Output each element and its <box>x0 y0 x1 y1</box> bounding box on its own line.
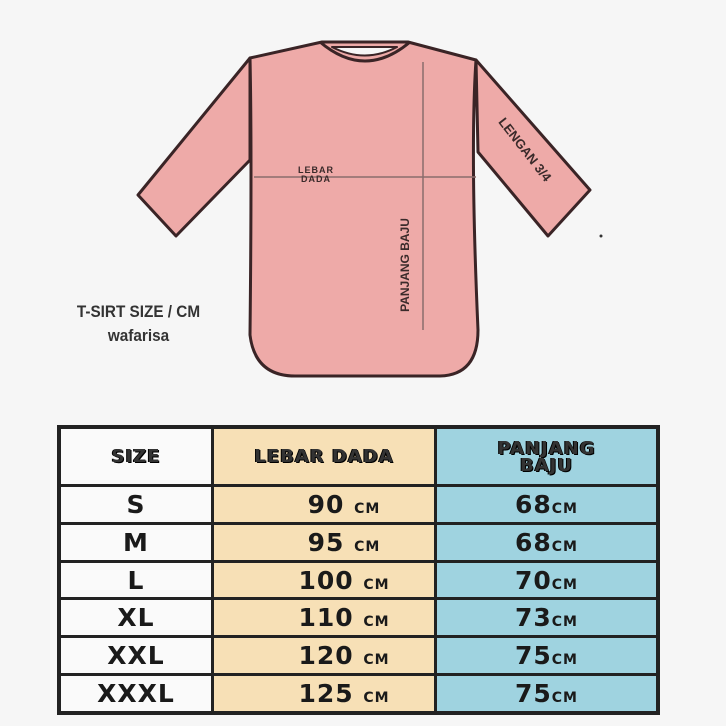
chest-label: LEBAR DADA <box>298 166 334 184</box>
length-value: 75 <box>514 679 552 709</box>
unit: CM <box>363 614 390 631</box>
length-value: 68 <box>514 489 552 519</box>
chest-label-line2: DADA <box>301 174 331 184</box>
length-value: 73 <box>514 603 552 633</box>
chest-cell: 90 CM <box>211 484 437 525</box>
length-cell: 68CM <box>434 484 660 525</box>
unit: CM <box>551 690 578 707</box>
size-cell: L <box>57 559 214 601</box>
chest-cell: 110 CM <box>211 597 437 639</box>
chest-value: 100 <box>298 565 354 595</box>
unit: CM <box>363 652 390 669</box>
length-value: 75 <box>514 641 552 671</box>
table-row: XXXL 125 CM 75CM <box>57 673 660 715</box>
unit: CM <box>354 500 381 517</box>
unit: CM <box>551 500 578 517</box>
table-row: L 100 CM 70CM <box>57 559 660 601</box>
table-header-row: SIZE LEBAR DADA PANJANG BAJU <box>57 425 660 487</box>
chest-cell: 95 CM <box>211 521 437 563</box>
size-cell: XXL <box>57 635 214 677</box>
unit: CM <box>551 614 578 631</box>
size-cell: M <box>57 521 214 563</box>
right-sleeve <box>474 58 592 238</box>
unit: CM <box>551 576 578 593</box>
table-row: M 95 CM 68CM <box>57 521 660 563</box>
header-chest: LEBAR DADA <box>211 425 437 487</box>
chest-value: 125 <box>298 679 354 709</box>
caption-title: T-SIRT SIZE / CM <box>76 302 201 321</box>
length-cell: 75CM <box>434 673 660 715</box>
size-cell: XL <box>57 597 214 639</box>
length-cell: 68CM <box>434 521 660 563</box>
shirt-body <box>248 40 480 378</box>
collar-inner <box>331 46 398 57</box>
caption-brand: wafarisa <box>107 326 170 345</box>
unit: CM <box>363 576 390 593</box>
chest-cell: 125 CM <box>211 673 437 715</box>
length-cell: 73CM <box>434 597 660 639</box>
chest-value: 95 <box>307 527 345 557</box>
length-cell: 70CM <box>434 559 660 601</box>
table-row: S 90 CM 68CM <box>57 484 660 525</box>
chest-cell: 120 CM <box>211 635 437 677</box>
table-row: XXL 120 CM 75CM <box>57 635 660 677</box>
chest-value: 110 <box>298 603 354 633</box>
chest-cell: 100 CM <box>211 559 437 601</box>
shirt-illustration <box>136 40 603 378</box>
chest-value: 90 <box>307 489 345 519</box>
length-label: PANJANG BAJU <box>398 218 412 312</box>
left-sleeve <box>136 56 252 238</box>
neckline <box>319 40 411 63</box>
header-size: SIZE <box>57 425 214 487</box>
length-value: 68 <box>514 527 552 557</box>
length-value: 70 <box>514 565 552 595</box>
unit: CM <box>551 538 578 555</box>
unit: CM <box>551 652 578 669</box>
table-row: XL 110 CM 73CM <box>57 597 660 639</box>
chest-label-line1: LEBAR <box>298 165 334 175</box>
length-cell: 75CM <box>434 635 660 677</box>
chest-value: 120 <box>298 641 354 671</box>
size-table: SIZE LEBAR DADA PANJANG BAJU S 90 CM 68CM M… <box>57 425 660 715</box>
header-length: PANJANG BAJU <box>434 425 660 487</box>
caption: T-SIRT SIZE / CM wafarisa <box>70 300 207 348</box>
unit: CM <box>363 690 390 707</box>
size-cell: XXXL <box>57 673 214 715</box>
unit: CM <box>354 538 381 555</box>
size-cell: S <box>57 484 214 525</box>
